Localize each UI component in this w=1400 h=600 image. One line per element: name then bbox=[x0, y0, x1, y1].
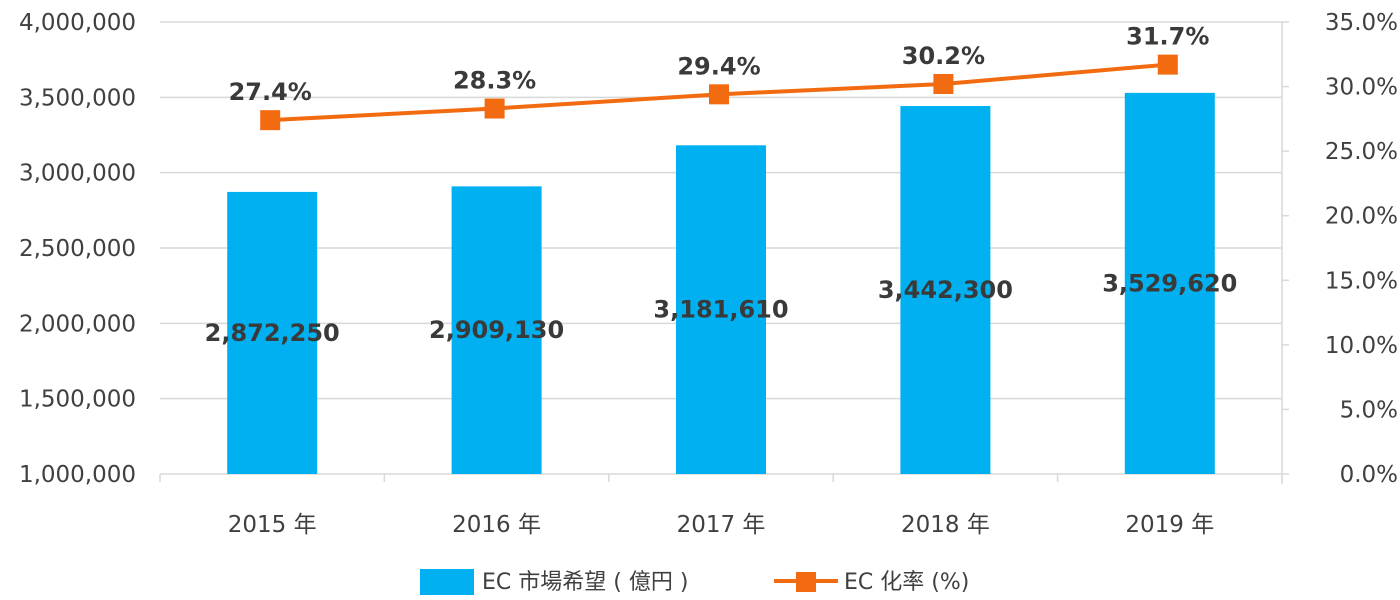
right-axis-tick-label: 35.0% bbox=[1325, 10, 1398, 36]
right-axis-tick-label: 15.0% bbox=[1325, 268, 1398, 294]
bar bbox=[900, 106, 991, 475]
bar-series bbox=[227, 92, 1215, 475]
line-data-label: 31.7% bbox=[1126, 23, 1209, 51]
right-axis-tick-label: 0.0% bbox=[1340, 462, 1398, 488]
legend: EC 市場希望 ( 億円 ) EC 化率 (%) bbox=[420, 569, 969, 595]
right-axis-tick-label: 30.0% bbox=[1325, 75, 1398, 101]
right-axis-tick-label: 5.0% bbox=[1340, 397, 1398, 423]
line-marker bbox=[709, 84, 729, 105]
left-axis-tick-label: 2,000,000 bbox=[19, 311, 136, 337]
bar-data-label: 3,181,610 bbox=[653, 296, 788, 324]
legend-line-marker bbox=[796, 572, 816, 592]
right-axis-tick-label: 10.0% bbox=[1325, 333, 1398, 359]
legend-bar-swatch bbox=[420, 569, 474, 595]
line-data-label: 29.4% bbox=[677, 52, 760, 80]
bar-data-label: 3,442,300 bbox=[878, 276, 1013, 304]
legend-line-label: EC 化率 (%) bbox=[844, 570, 969, 595]
left-axis-tick-label: 4,000,000 bbox=[19, 10, 136, 36]
x-axis-category-label: 2016 年 bbox=[452, 512, 541, 538]
line-data-labels: 27.4% 28.3% 29.4% 30.2% 31.7% bbox=[229, 23, 1210, 107]
bar bbox=[227, 191, 318, 474]
x-axis-category-label: 2019 年 bbox=[1125, 512, 1214, 538]
left-axis-tick-label: 2,500,000 bbox=[19, 236, 136, 262]
x-axis-category-labels: 2015 年 2016 年 2017 年 2018 年 2019 年 bbox=[228, 512, 1214, 538]
line-marker bbox=[260, 110, 281, 131]
bar-data-label: 3,529,620 bbox=[1102, 269, 1237, 297]
bar-data-label: 2,909,130 bbox=[429, 316, 564, 344]
line-data-label: 28.3% bbox=[453, 67, 536, 95]
line-data-label: 27.4% bbox=[229, 78, 312, 106]
right-axis-tick-label: 25.0% bbox=[1325, 139, 1398, 165]
right-axis-tick-labels: 0.0% 5.0% 10.0% 15.0% 20.0% 25.0% 30.0% 35.0% bbox=[1325, 10, 1398, 488]
right-axis-tick-label: 20.0% bbox=[1325, 204, 1398, 230]
line-marker bbox=[1157, 54, 1178, 75]
bar bbox=[676, 145, 766, 475]
line-marker bbox=[484, 98, 505, 119]
left-axis-tick-labels: 1,000,000 1,500,000 2,000,000 2,500,000 3,00… bbox=[19, 10, 136, 488]
bar-data-labels: 2,872,250 2,909,130 3,181,610 3,442,300 3,52… bbox=[205, 269, 1238, 347]
left-axis-tick-label: 1,500,000 bbox=[19, 387, 136, 413]
axes bbox=[159, 21, 1289, 484]
line-series bbox=[260, 54, 1178, 131]
left-axis-tick-label: 1,000,000 bbox=[19, 462, 136, 488]
line-marker bbox=[933, 73, 954, 94]
bar-data-label: 2,872,250 bbox=[205, 319, 340, 347]
left-axis-tick-label: 3,500,000 bbox=[19, 85, 136, 111]
x-axis-category-label: 2015 年 bbox=[228, 512, 317, 538]
legend-bar-label: EC 市場希望 ( 億円 ) bbox=[482, 570, 688, 595]
x-axis-category-label: 2018 年 bbox=[901, 512, 990, 538]
line-data-label: 30.2% bbox=[902, 42, 985, 70]
bar bbox=[1124, 92, 1215, 474]
bar bbox=[451, 186, 542, 475]
left-axis-tick-label: 3,000,000 bbox=[19, 161, 136, 187]
x-axis-category-label: 2017 年 bbox=[677, 512, 766, 538]
